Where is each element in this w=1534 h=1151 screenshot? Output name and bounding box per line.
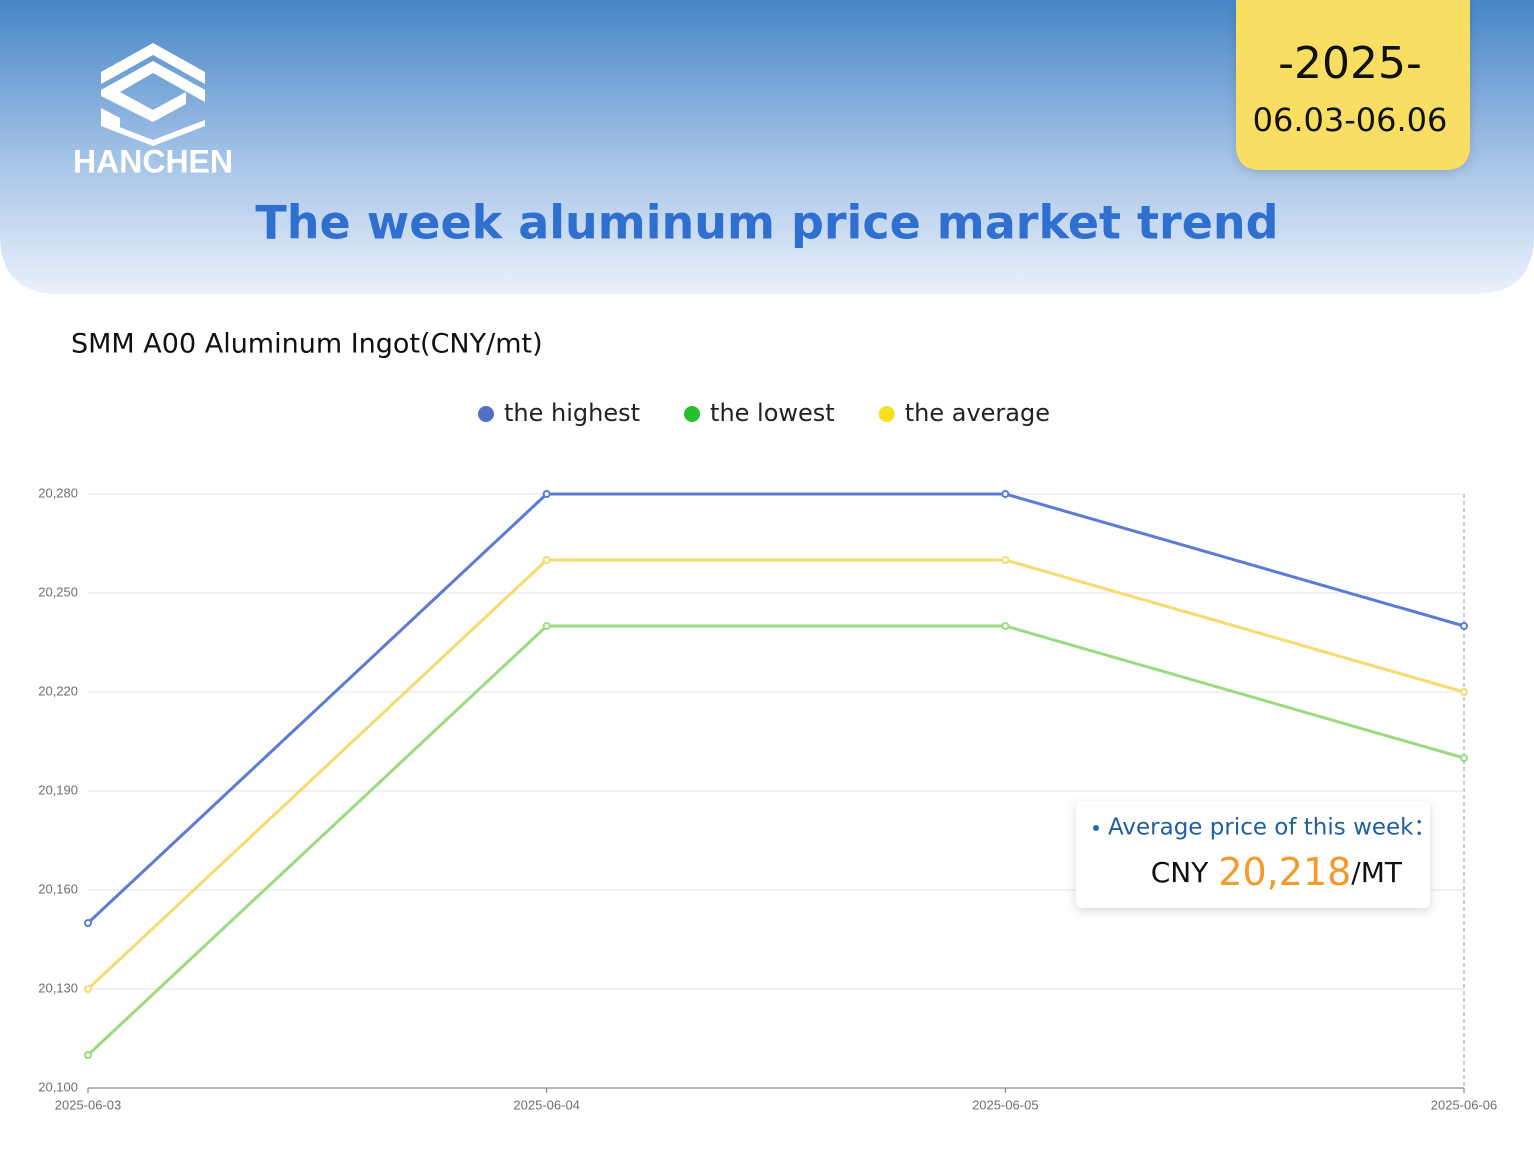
legend-label: the lowest bbox=[710, 399, 835, 427]
y-tick-label: 20,250 bbox=[38, 584, 78, 599]
point bbox=[84, 1051, 92, 1059]
legend-marker bbox=[684, 406, 701, 422]
annotation-box bbox=[1076, 801, 1430, 908]
x-tick-label: 2025-06-04 bbox=[513, 1097, 580, 1112]
point bbox=[542, 622, 551, 630]
point bbox=[1460, 754, 1468, 762]
date-range: 06.03-06.06 bbox=[1253, 101, 1448, 139]
y-tick-label: 20,190 bbox=[38, 782, 78, 797]
annotation-label: Average price of this week： bbox=[1108, 815, 1437, 841]
y-tick-label: 20,160 bbox=[38, 881, 78, 896]
annotation-unit: /MT bbox=[1351, 856, 1403, 889]
annotation-number: 20,218 bbox=[1218, 850, 1351, 894]
y-tick-label: 20,280 bbox=[38, 485, 78, 500]
annotation-bullet bbox=[1093, 825, 1099, 831]
point bbox=[542, 490, 551, 498]
series-line bbox=[86, 558, 1465, 991]
point bbox=[1460, 688, 1468, 696]
point bbox=[1001, 622, 1010, 630]
annotation-currency: CNY bbox=[1151, 856, 1209, 889]
point bbox=[1460, 622, 1468, 630]
series-line bbox=[86, 624, 1465, 1057]
y-tick-label: 20,220 bbox=[38, 683, 78, 698]
year: -2025- bbox=[1278, 38, 1422, 89]
legend-marker bbox=[878, 406, 895, 422]
legend-label: the average bbox=[905, 399, 1050, 427]
series-line bbox=[86, 492, 1465, 925]
y-tick-label: 20,100 bbox=[38, 1079, 78, 1094]
logo-icon bbox=[101, 43, 205, 146]
x-tick-label: 2025-06-03 bbox=[55, 1097, 122, 1112]
y-tick-label: 20,130 bbox=[38, 980, 78, 995]
point bbox=[84, 985, 92, 993]
logo-text: HANCHEN bbox=[73, 143, 233, 179]
point bbox=[1001, 490, 1010, 498]
x-tick-label: 2025-06-06 bbox=[1431, 1097, 1498, 1112]
page-title: The week aluminum price market trend bbox=[255, 196, 1278, 250]
x-tick-label: 2025-06-05 bbox=[972, 1097, 1039, 1112]
legend-marker bbox=[478, 406, 494, 422]
legend-label: the highest bbox=[504, 399, 640, 427]
header-bg bbox=[0, 0, 1534, 294]
point bbox=[542, 556, 551, 564]
point bbox=[84, 919, 92, 927]
plot: 20,100 20,130 20,160 20,190 20,220 20,250 20,2… bbox=[38, 485, 1497, 1112]
date-box bbox=[1236, 0, 1470, 170]
annotation-value: CNY 20,218/MT bbox=[1151, 850, 1403, 894]
point bbox=[1001, 556, 1010, 564]
chart-title: SMM A00 Aluminum Ingot(CNY/mt) bbox=[71, 329, 543, 360]
